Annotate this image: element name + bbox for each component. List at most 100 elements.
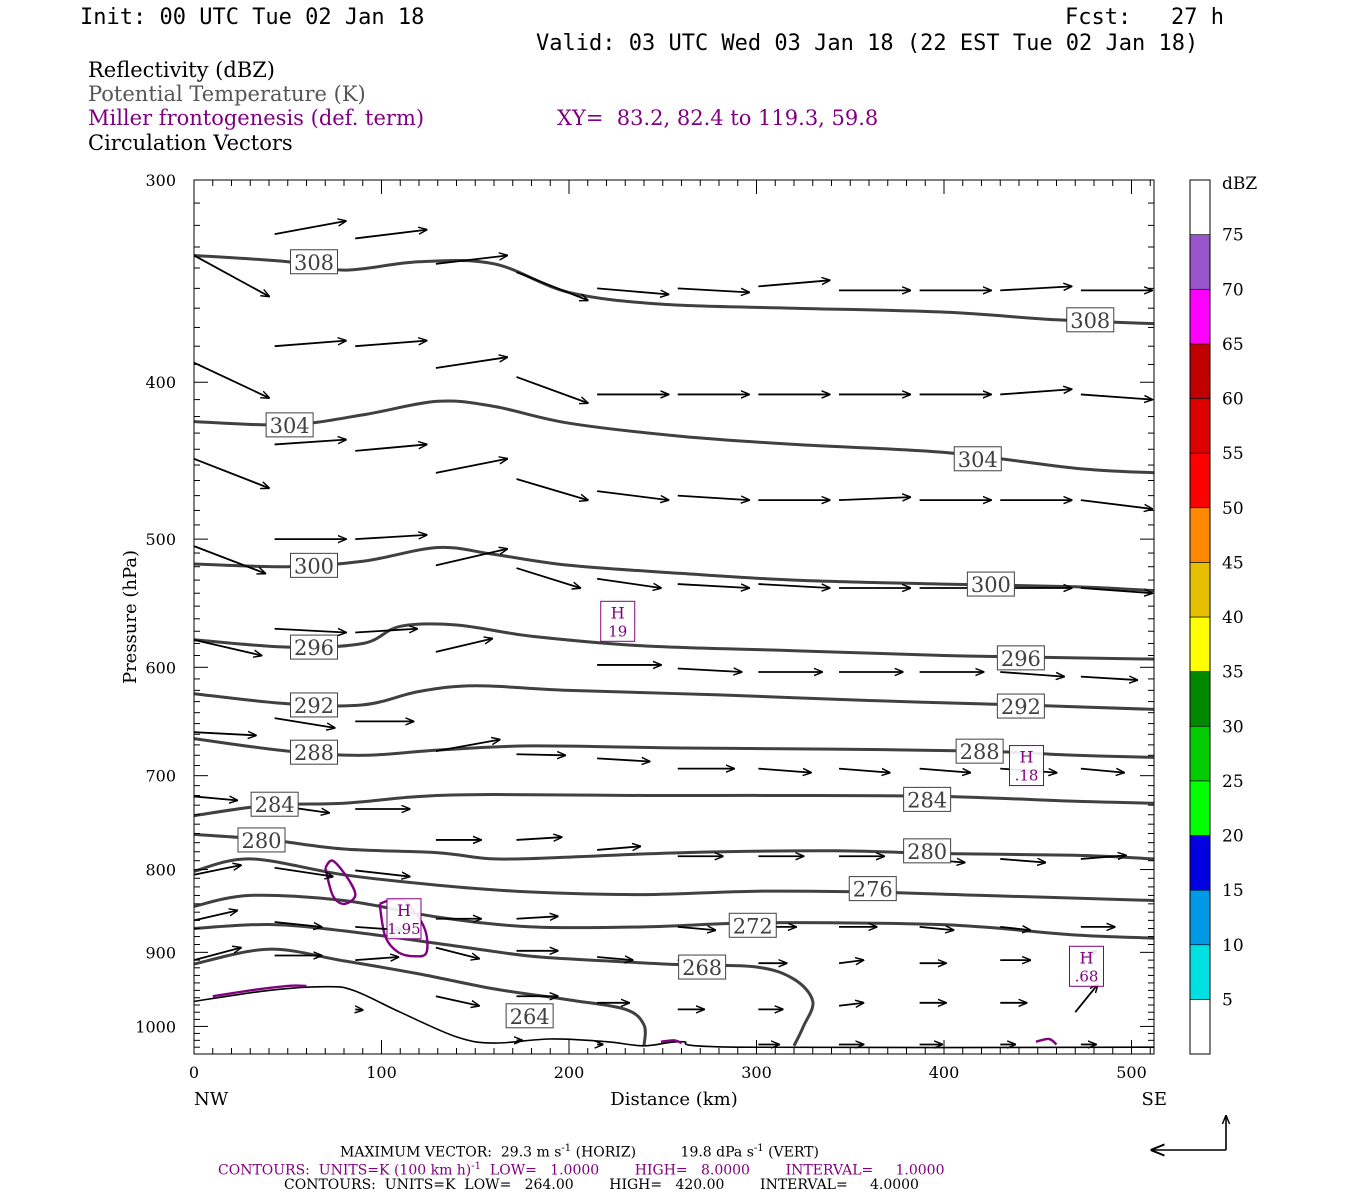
- maximum-box: [386, 898, 422, 940]
- wind-vector: [1080, 587, 1152, 593]
- wind-vector: [758, 767, 811, 773]
- theta-label-box: [265, 412, 314, 438]
- wind-vector: [355, 341, 426, 348]
- wind-vector: [1080, 393, 1152, 399]
- frontogenesis-contour: [660, 1039, 683, 1045]
- wind-vector: [838, 767, 890, 773]
- wind-vector: [193, 796, 237, 800]
- maximum-symbol: H: [1020, 748, 1034, 767]
- colorbar-segment: [1189, 179, 1211, 235]
- x-tick-label: 400: [929, 1063, 960, 1082]
- colorbar-frame: [1189, 179, 1211, 1055]
- colorbar-segment: [1189, 835, 1211, 891]
- wind-vector: [1080, 499, 1152, 509]
- theta-label-box: [290, 552, 338, 578]
- colorbar-segment: [1189, 944, 1211, 1000]
- wind-vector: [1080, 769, 1124, 773]
- wind-vector: [1080, 855, 1126, 859]
- wind-vector: [677, 583, 749, 588]
- y-tick-label: 1000: [135, 1017, 176, 1036]
- wind-vector: [677, 494, 749, 500]
- theta-contour-264: [193, 947, 647, 1046]
- frontogenesis-contour-note: CONTOURS: UNITS=K (100 km h)-1 LOW= 1.00…: [218, 1161, 945, 1179]
- wind-vector: [677, 287, 749, 292]
- theta-label-box: [250, 791, 299, 817]
- colorbar-tick-label: 25: [1222, 772, 1244, 792]
- legend-potential-temperature: Potential Temperature (K): [88, 82, 366, 106]
- reference-vector-icon: [1152, 1116, 1226, 1150]
- wind-vector: [435, 639, 492, 653]
- y-tick-label: 600: [145, 658, 176, 677]
- theta-label-296: 296: [294, 636, 334, 660]
- wind-vector: [516, 837, 562, 840]
- colorbar-tick-label: 45: [1222, 553, 1244, 573]
- se-end-label: SE: [1142, 1089, 1167, 1110]
- forecast-hour: Fcst: 27 h: [1065, 5, 1224, 30]
- y-tick-label: 900: [145, 943, 176, 962]
- y-tick-label: 300: [145, 171, 176, 190]
- wind-vector: [435, 255, 507, 265]
- maximum-symbol: H: [397, 901, 411, 920]
- wind-vector: [838, 960, 863, 963]
- maximum-value: 19: [608, 622, 627, 640]
- theta-contour-292: [193, 684, 1155, 711]
- wind-vector: [355, 444, 426, 452]
- wind-vector: [1000, 859, 1045, 863]
- wind-vector: [516, 916, 558, 918]
- colorbar-segment: [1189, 288, 1211, 345]
- wind-vector: [838, 497, 910, 500]
- wind-vector: [516, 478, 588, 500]
- wind-vector: [193, 911, 237, 922]
- wind-vector: [193, 948, 241, 961]
- wind-vector: [355, 535, 426, 541]
- colorbar-segment: [1189, 234, 1211, 290]
- y-tick-label: 500: [145, 530, 176, 549]
- x-tick-label: 0: [189, 1063, 199, 1082]
- theta-label-272: 272: [733, 914, 773, 938]
- colorbar-segment: [1189, 398, 1211, 454]
- circulation-vectors: [193, 221, 1152, 1045]
- wind-vector: [355, 230, 426, 240]
- wind-vector: [274, 921, 322, 927]
- colorbar-segment: [1189, 562, 1211, 618]
- wind-vector: [274, 866, 333, 877]
- theta-label-box: [728, 912, 777, 938]
- theta-label-292: 292: [294, 694, 334, 718]
- wind-vector: [1000, 389, 1071, 396]
- colorbar-tick-label: 70: [1222, 280, 1244, 300]
- x-axis-label: Distance (km): [610, 1089, 737, 1110]
- wind-vector: [677, 668, 742, 672]
- legend-xy: XY= 83.2, 82.4 to 119.3, 59.8: [557, 106, 879, 130]
- wind-vector: [193, 865, 241, 876]
- colorbar-tick-label: 40: [1222, 608, 1244, 628]
- wind-vector: [435, 549, 507, 567]
- colorbar-tick-label: 35: [1222, 663, 1244, 683]
- wind-vector: [516, 567, 581, 588]
- wind-vector: [516, 376, 588, 403]
- wind-vector: [919, 927, 954, 930]
- theta-label-300: 300: [971, 573, 1011, 597]
- y-tick-label: 800: [145, 861, 176, 880]
- frontogenesis-contour: [212, 984, 307, 998]
- maximum-symbol: H: [611, 603, 625, 622]
- maximum-value: .68: [1075, 967, 1099, 985]
- wind-vector: [838, 1003, 863, 1006]
- colorbar-tick-label: 10: [1222, 936, 1244, 956]
- theta-label-264: 264: [510, 1005, 550, 1029]
- colorbar: 5 10 15 20 25 30 35 40 45 50 55 60 65 70 75: [1189, 179, 1244, 1055]
- wind-vector: [274, 629, 346, 633]
- valid-time: Valid: 03 UTC Wed 03 Jan 18 (22 EST Tue …: [536, 31, 1199, 56]
- theta-label-268: 268: [682, 956, 722, 980]
- wind-vector: [597, 957, 633, 960]
- theta-label-308: 308: [1070, 309, 1110, 333]
- x-tick-label: 200: [554, 1063, 585, 1082]
- y-tick-label: 400: [145, 373, 176, 392]
- theta-label-box: [290, 739, 338, 765]
- theta-label-box: [290, 634, 338, 660]
- theta-contour-280: [193, 832, 1155, 861]
- theta-contour-note: CONTOURS: UNITS=K LOW= 264.00 HIGH= 420.…: [284, 1177, 919, 1193]
- colorbar-tick-label: 30: [1222, 717, 1244, 737]
- colorbar-segment: [1189, 725, 1211, 782]
- theta-label-284: 284: [255, 793, 295, 817]
- wind-vector: [435, 995, 479, 1005]
